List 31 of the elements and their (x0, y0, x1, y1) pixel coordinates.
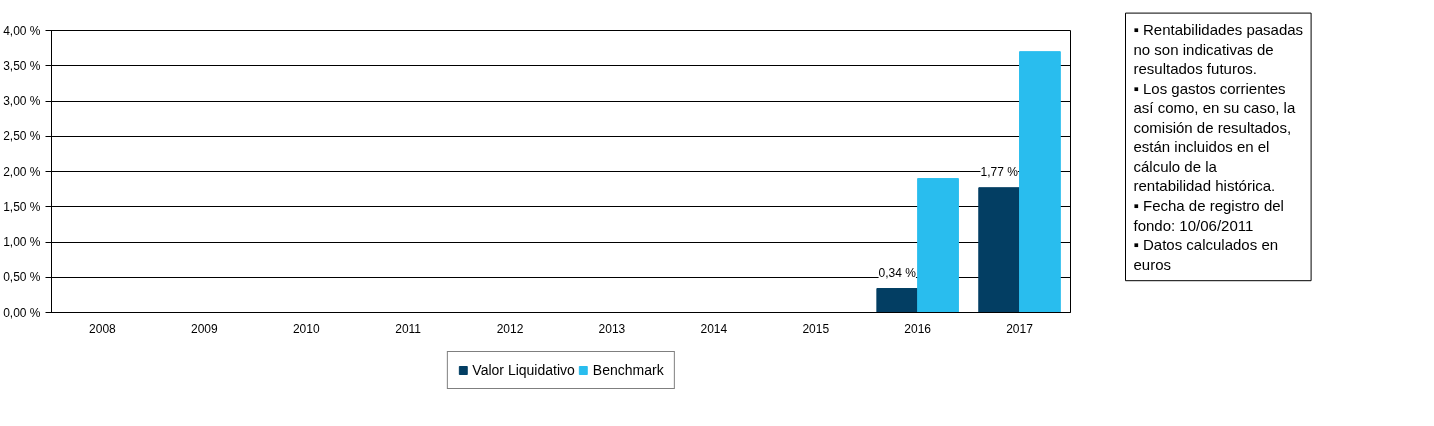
y-tick-label: 2,50 % (3, 129, 41, 144)
y-tick-label: 3,00 % (3, 94, 41, 108)
text: ▪ Datos calculados en euros (1133, 236, 1279, 273)
x-tick-label: 2014 (700, 321, 728, 336)
text: ▪ Rentabilidades pasadas no son indicativas de resultados futuros. (1133, 21, 1304, 78)
text: ▪ Los gastos corrientes así como, en su caso, la comisión de resultados, están incluidos en el cálculo de la rentabilidad histórica. (1133, 79, 1296, 195)
y-tick-label: 0,50 % (3, 270, 41, 285)
x-tick-label: 2015 (802, 321, 830, 336)
x-tick-label: 2010 (292, 321, 320, 336)
bar (917, 178, 959, 313)
data-label: 1,77 % (980, 164, 1019, 179)
text: ▪ Fecha de registro del fondo: 10/06/2011 (1133, 197, 1284, 234)
y-tick-label: 1,50 % (3, 199, 41, 214)
x-tick-label: 2016 (904, 321, 932, 336)
x-tick-label: 2012 (496, 321, 524, 336)
legend-label: Valor Liquidativo (472, 362, 575, 378)
x-tick-label: 2017 (1006, 321, 1034, 336)
x-tick-label: 2009 (191, 321, 219, 336)
y-tick-label: 1,00 % (3, 235, 41, 249)
data-label: 0,34 % (878, 265, 917, 280)
bar (876, 288, 919, 313)
legend-label: Benchmark (592, 362, 664, 378)
bar (1019, 51, 1061, 313)
y-tick-label: 4,00 % (3, 23, 41, 38)
y-tick-label: 0,00 % (3, 305, 41, 320)
y-tick-label: 2,00 % (3, 164, 41, 179)
bar (978, 187, 1021, 313)
y-tick-label: 3,50 % (3, 58, 41, 73)
x-tick-label: 2011 (395, 321, 422, 336)
x-tick-label: 2013 (598, 321, 626, 336)
x-tick-label: 2008 (89, 321, 117, 336)
